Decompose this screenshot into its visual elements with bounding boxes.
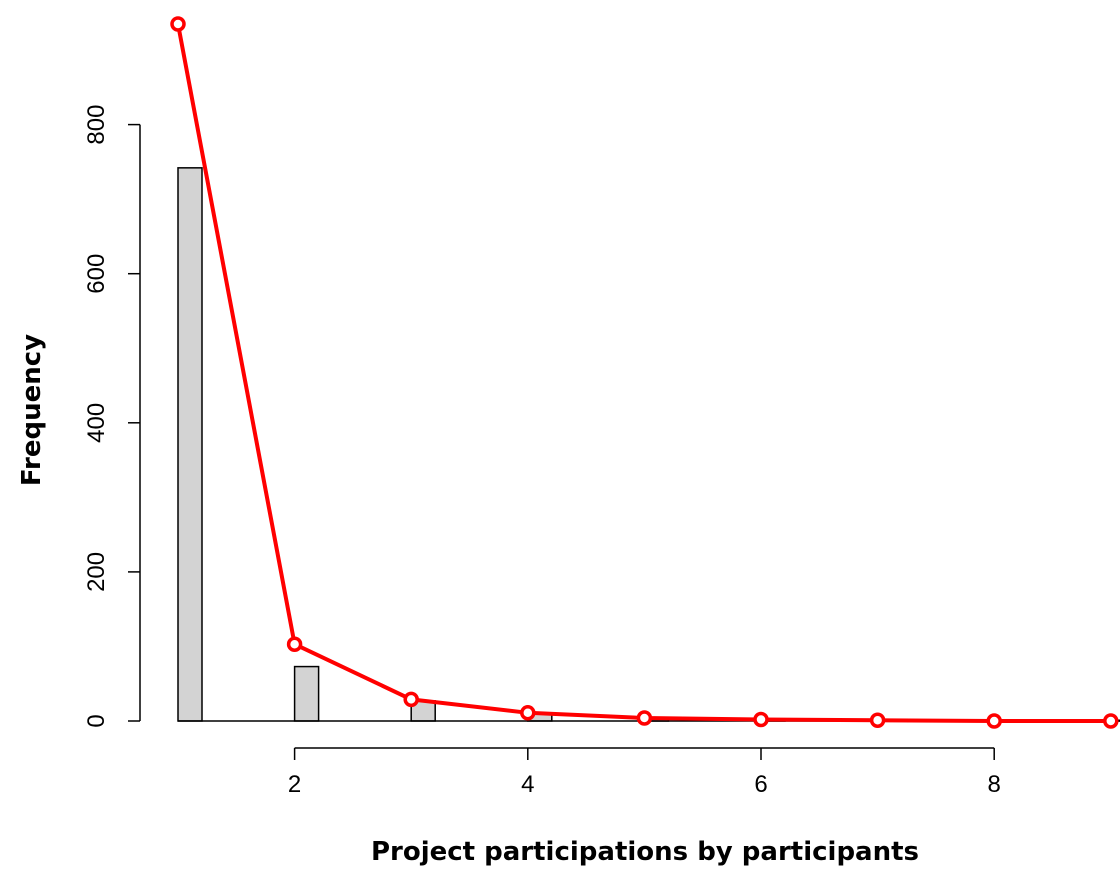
line-point-8 <box>986 713 1002 729</box>
y-tick-label-200: 200 <box>83 552 110 592</box>
x-tick-label-6: 6 <box>754 771 767 798</box>
x-tick-label-4: 4 <box>521 771 534 798</box>
line-series-layer <box>170 16 1119 729</box>
x-axis: 2 4 6 8 <box>288 747 1001 798</box>
y-tick-label-800: 800 <box>83 105 110 145</box>
x-tick-label-8: 8 <box>988 771 1001 798</box>
line-point-5 <box>636 710 653 726</box>
bar-2 <box>293 665 320 722</box>
x-axis-title: Project participations by participants <box>371 837 919 867</box>
y-axis-title: Frequency <box>17 334 47 486</box>
line-point-6 <box>753 711 769 728</box>
bars-layer <box>177 167 1120 722</box>
y-axis: 0 200 400 600 800 <box>83 105 141 728</box>
line-point-3 <box>403 691 419 708</box>
line-point-2 <box>286 636 303 652</box>
bar-1 <box>177 167 203 722</box>
line-point-7 <box>869 712 886 729</box>
y-tick-label-0: 0 <box>83 714 110 727</box>
y-tick-label-600: 600 <box>83 254 110 294</box>
x-tick-label-2: 2 <box>288 771 301 798</box>
line-point-9 <box>1103 713 1119 729</box>
line-point-1 <box>170 16 186 32</box>
y-tick-label-400: 400 <box>83 403 110 443</box>
line-series-0 <box>176 22 1113 723</box>
line-point-4 <box>520 705 536 721</box>
